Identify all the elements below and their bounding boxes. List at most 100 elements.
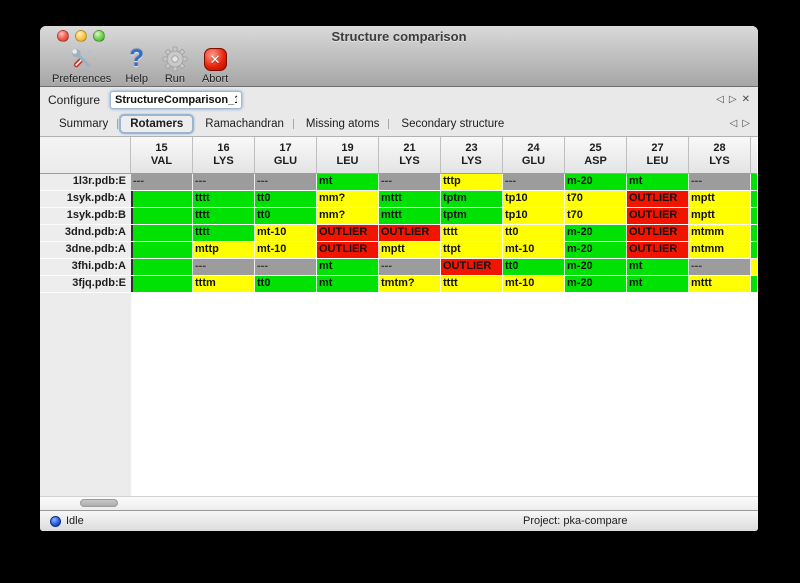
rotamer-cell[interactable]: mt [317, 259, 379, 276]
rotamer-cell[interactable]: tp10 [503, 191, 565, 208]
rotamer-cell[interactable]: mt [317, 276, 379, 293]
rotamer-cell[interactable]: mt [627, 174, 689, 191]
rotamer-cell[interactable]: --- [193, 174, 255, 191]
tab-summary[interactable]: Summary [48, 114, 119, 134]
rotamer-cell[interactable]: mt [627, 259, 689, 276]
rotamer-cell[interactable]: --- [503, 174, 565, 191]
rotamer-cell[interactable]: OUTLIER [627, 242, 689, 259]
rotamer-cell[interactable]: mptt [689, 191, 751, 208]
help-button[interactable]: ? Help [125, 46, 148, 86]
column-header[interactable]: 17 GLU [255, 137, 317, 174]
rotamer-cell[interactable]: mttp [193, 242, 255, 259]
rotamer-cell[interactable]: m-20 [565, 242, 627, 259]
rotamer-cell[interactable]: mtmm [689, 242, 751, 259]
rotamer-cell[interactable]: t70 [565, 208, 627, 225]
rotamer-cell[interactable]: tt0 [255, 276, 317, 293]
rotamer-cell[interactable] [131, 276, 193, 293]
row-label[interactable]: 3dnd.pdb:A [40, 225, 131, 242]
rotamer-cell[interactable]: tt0 [503, 225, 565, 242]
row-label[interactable]: 3fhi.pdb:A [40, 259, 131, 276]
rotamer-cell[interactable]: ttpt [441, 242, 503, 259]
rotamer-cell[interactable] [131, 208, 193, 225]
prev-configuration-icon[interactable]: ◁ [716, 93, 724, 105]
row-label[interactable]: 3dne.pdb:A [40, 242, 131, 259]
rotamer-cell[interactable]: tttt [193, 208, 255, 225]
rotamer-cell[interactable]: m-20 [565, 225, 627, 242]
rotamer-cell[interactable]: mt-10 [503, 242, 565, 259]
rotamer-cell[interactable]: OUTLIER [317, 242, 379, 259]
rotamer-cell[interactable]: tt0 [255, 208, 317, 225]
column-header[interactable]: 25 ASP [565, 137, 627, 174]
rotamer-cell[interactable]: mt [317, 174, 379, 191]
rotamer-cell[interactable]: m-20 [565, 174, 627, 191]
rotamer-cell[interactable]: mt-10 [503, 276, 565, 293]
abort-button[interactable]: ✕ Abort [202, 46, 228, 85]
rotamer-cell[interactable]: --- [379, 259, 441, 276]
rotamer-cell[interactable]: mttt [379, 191, 441, 208]
column-header[interactable]: 23 LYS [441, 137, 503, 174]
rotamer-cell[interactable]: mptt [689, 208, 751, 225]
rotamer-cell[interactable]: OUTLIER [627, 208, 689, 225]
rotamer-cell[interactable]: tttm [193, 276, 255, 293]
rotamer-cell[interactable]: tttp [441, 174, 503, 191]
close-configuration-icon[interactable]: ✕ [741, 93, 750, 105]
tab-secondary-structure[interactable]: Secondary structure [401, 118, 505, 130]
rotamer-cell[interactable]: mt [627, 276, 689, 293]
rotamer-cell[interactable]: m-20 [565, 276, 627, 293]
rotamer-cell[interactable]: OUTLIER [379, 225, 441, 242]
row-label[interactable]: 1syk.pdb:A [40, 191, 131, 208]
close-window-button[interactable] [57, 30, 69, 42]
rotamer-cell[interactable]: OUTLIER [317, 225, 379, 242]
rotamer-cell[interactable]: m-20 [565, 259, 627, 276]
rotamer-cell[interactable] [131, 191, 193, 208]
rotamer-cell[interactable]: --- [689, 174, 751, 191]
rotamer-cell[interactable]: mm? [317, 208, 379, 225]
rotamer-cell[interactable]: mttt [379, 208, 441, 225]
column-header[interactable]: 16 LYS [193, 137, 255, 174]
rotamer-cell[interactable]: tt0 [503, 259, 565, 276]
next-tab-icon[interactable]: ▷ [742, 118, 750, 129]
rotamer-cell[interactable]: tttt [441, 276, 503, 293]
rotamer-cell[interactable]: mptt [379, 242, 441, 259]
preferences-button[interactable]: Preferences [52, 46, 111, 85]
rotamer-cell[interactable]: --- [193, 259, 255, 276]
rotamer-cell[interactable]: tt0 [255, 191, 317, 208]
column-header[interactable]: 27 LEU [627, 137, 689, 174]
column-header[interactable]: 15 VAL [131, 137, 193, 174]
rotamer-cell[interactable]: tttt [441, 225, 503, 242]
minimize-window-button[interactable] [75, 30, 87, 42]
rotamer-cell[interactable]: --- [255, 259, 317, 276]
rotamer-cell[interactable]: tp10 [503, 208, 565, 225]
rotamer-cell[interactable]: mtmm [689, 225, 751, 242]
rotamer-cell[interactable]: --- [131, 174, 193, 191]
column-header[interactable]: 19 LEU [317, 137, 379, 174]
column-header[interactable]: 24 GLU [503, 137, 565, 174]
rotamer-cell[interactable]: t70 [565, 191, 627, 208]
prev-tab-icon[interactable]: ◁ [729, 118, 738, 129]
row-label[interactable]: 3fjq.pdb:E [40, 276, 131, 293]
column-header[interactable]: 28 LYS [689, 137, 751, 174]
rotamer-cell[interactable]: tttt [193, 191, 255, 208]
rotamer-cell[interactable]: tttt [193, 225, 255, 242]
rotamer-cell[interactable]: tptm [441, 208, 503, 225]
rotamer-cell[interactable]: OUTLIER [627, 225, 689, 242]
rotamer-cell[interactable]: --- [689, 259, 751, 276]
rotamer-cell[interactable]: --- [255, 174, 317, 191]
rotamer-cell[interactable] [131, 225, 193, 242]
titlebar[interactable]: Structure comparison [40, 26, 758, 45]
rotamer-cell[interactable] [131, 242, 193, 259]
configuration-name-input[interactable] [110, 90, 243, 109]
tab-rotamers[interactable]: Rotamers [119, 114, 195, 134]
rotamer-cell[interactable]: mt-10 [255, 242, 317, 259]
rotamer-cell[interactable]: mm? [317, 191, 379, 208]
rotamer-cell[interactable]: OUTLIER [441, 259, 503, 276]
rotamer-cell[interactable]: mttt [689, 276, 751, 293]
run-button[interactable]: Run [162, 46, 188, 85]
tab-missing-atoms[interactable]: Missing atoms [295, 114, 391, 134]
zoom-window-button[interactable] [93, 30, 105, 42]
rotamer-cell[interactable]: mt-10 [255, 225, 317, 242]
column-header[interactable]: 21 LYS [379, 137, 441, 174]
rotamer-cell[interactable]: tmtm? [379, 276, 441, 293]
tab-ramachandran[interactable]: Ramachandran [194, 114, 295, 134]
row-label[interactable]: 1syk.pdb:B [40, 208, 131, 225]
